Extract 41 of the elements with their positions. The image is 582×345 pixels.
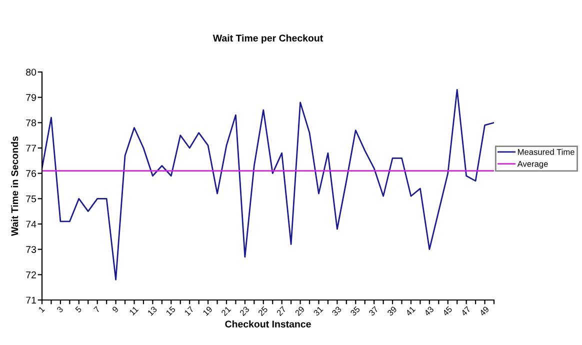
x-tick-label: 13 [147,306,158,316]
legend-label: Measured Time [518,148,574,155]
y-tick-label: 77 [26,144,36,152]
x-tick-label: 41 [405,306,416,316]
x-tick-label: 27 [276,306,286,316]
x-tick-label: 9 [112,306,119,313]
x-tick-label: 37 [368,306,379,316]
x-tick-label: 47 [460,306,471,316]
y-tick-label: 72 [26,271,36,278]
x-tick-label: 45 [442,306,452,316]
x-tick-label: 3 [56,306,64,313]
line-series [42,89,494,280]
x-axis-title: Checkout Instance [225,320,311,328]
y-tick-label: 79 [26,94,36,101]
x-tick-label: 19 [202,306,213,316]
x-tick-label: 25 [258,306,268,316]
x-tick-label: 33 [332,306,342,316]
x-tick-label: 23 [239,306,250,316]
y-tick-label: 73 [26,246,36,253]
x-tick-label: 7 [93,306,100,313]
x-tick-label: 29 [294,306,305,316]
x-tick-label: 17 [184,306,194,316]
x-tick-label: 39 [386,306,398,316]
x-tick-label: 5 [74,306,82,313]
x-tick-label: 15 [166,306,176,316]
y-tick-label: 80 [26,68,36,76]
chart-title: Wait Time per Checkout [212,34,323,44]
y-axis-title: Wait Time in Seconds [11,136,18,236]
x-tick-label: 43 [424,306,434,316]
y-tick-label: 74 [26,220,36,228]
y-tick-label: 78 [26,119,36,126]
x-tick-label: 1 [38,306,45,313]
x-tick-label: 11 [129,306,139,316]
x-tick-label: 49 [479,306,490,316]
x-tick-label: 31 [313,306,324,316]
x-tick-label: 21 [220,306,232,316]
y-tick-label: 75 [26,196,36,202]
y-tick-label: 71 [26,296,36,304]
x-tick-label: 35 [350,306,360,316]
ref-line-label: Average [517,161,548,168]
y-tick-label: 76 [26,170,36,177]
